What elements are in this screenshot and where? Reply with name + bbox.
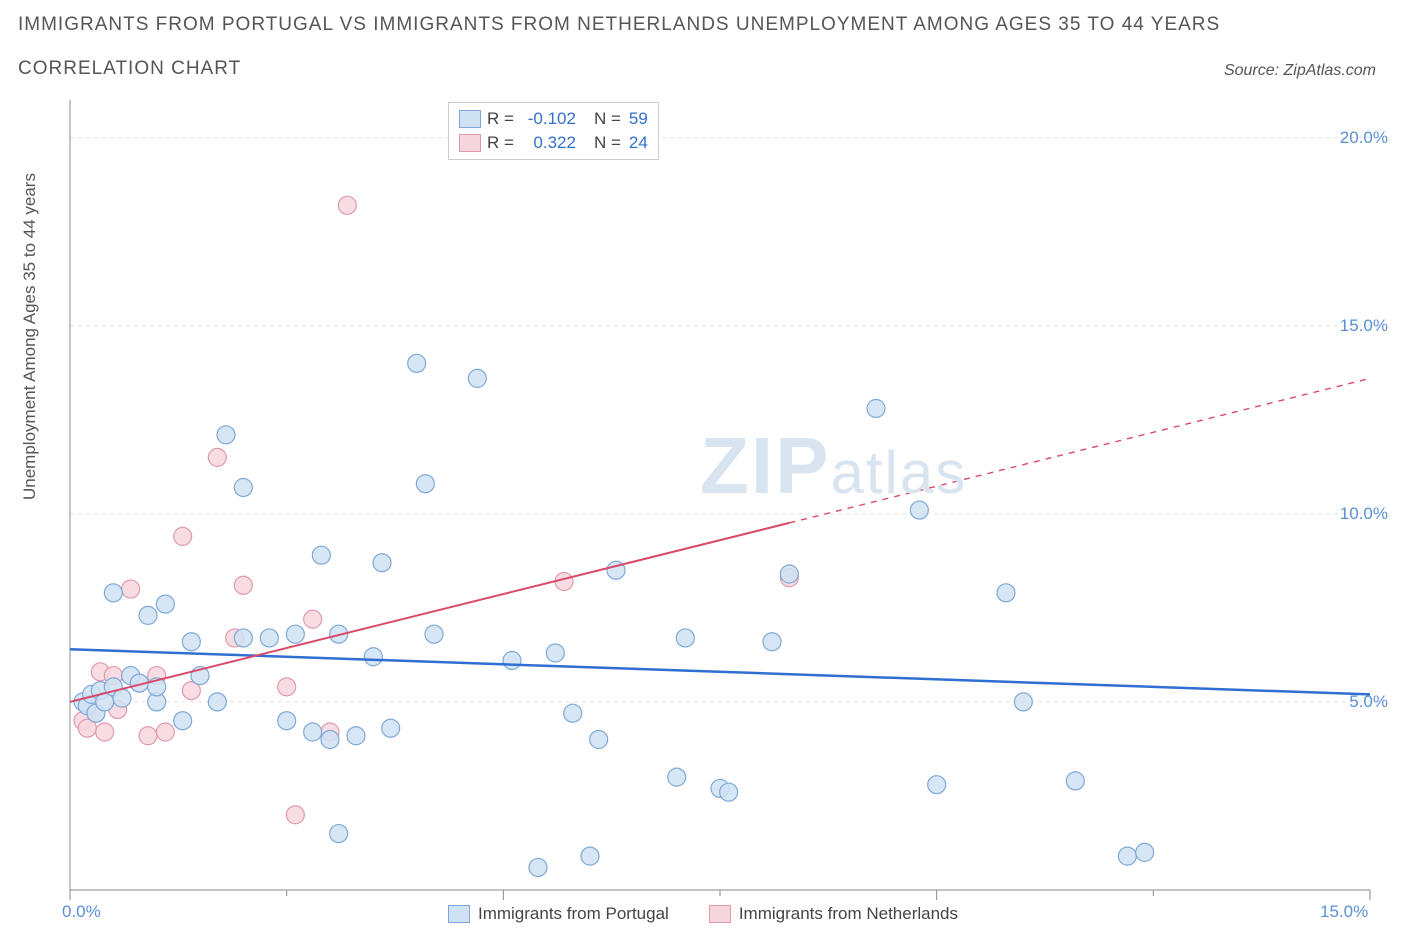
legend-n-label: N = [594, 133, 621, 153]
legend-swatch [709, 905, 731, 923]
y-tick-label: 15.0% [1340, 316, 1388, 336]
legend-r-label: R = [487, 109, 514, 129]
legend-n-value: 24 [629, 133, 648, 153]
legend-row: R = -0.102 N = 59 [459, 107, 648, 131]
correlation-legend: R = -0.102 N = 59 R = 0.322 N = 24 [448, 102, 659, 160]
legend-r-value: 0.322 [522, 133, 576, 153]
legend-swatch [459, 110, 481, 128]
legend-r-label: R = [487, 133, 514, 153]
x-tick-label: 15.0% [1320, 902, 1368, 922]
legend-row: R = 0.322 N = 24 [459, 131, 648, 155]
legend-item: Immigrants from Portugal [448, 904, 669, 924]
y-tick-label: 10.0% [1340, 504, 1388, 524]
series-legend: Immigrants from Portugal Immigrants from… [0, 904, 1406, 924]
legend-n-value: 59 [629, 109, 648, 129]
scatter-chart [0, 0, 1406, 930]
legend-label: Immigrants from Portugal [478, 904, 669, 924]
legend-r-value: -0.102 [522, 109, 576, 129]
y-tick-label: 20.0% [1340, 128, 1388, 148]
y-tick-label: 5.0% [1349, 692, 1388, 712]
legend-item: Immigrants from Netherlands [709, 904, 958, 924]
x-tick-label: 0.0% [62, 902, 101, 922]
legend-label: Immigrants from Netherlands [739, 904, 958, 924]
legend-n-label: N = [594, 109, 621, 129]
legend-swatch [459, 134, 481, 152]
legend-swatch [448, 905, 470, 923]
